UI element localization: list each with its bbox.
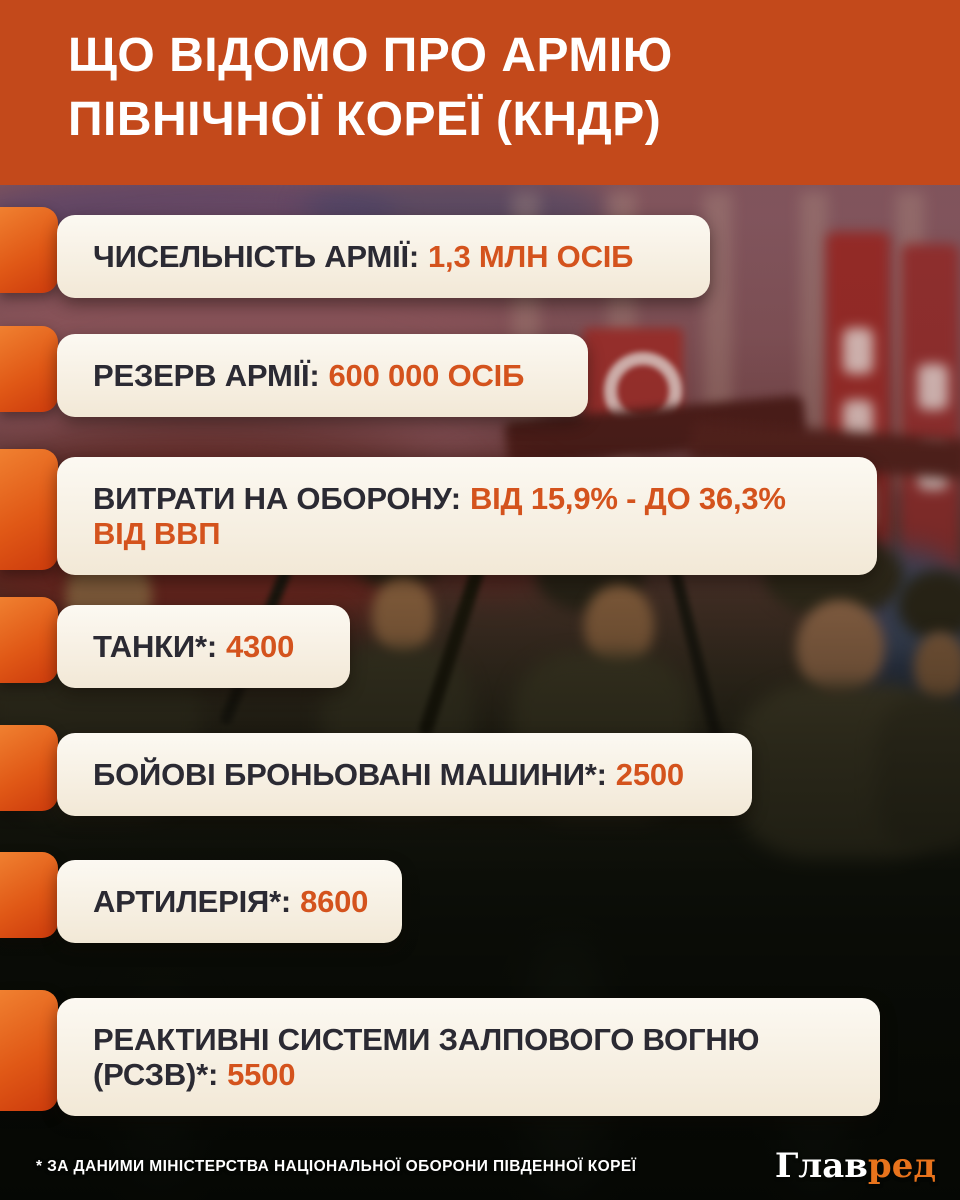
- stat-label: ВИТРАТИ НА ОБОРОНУ:: [93, 481, 461, 516]
- glavred-logo: Главред: [775, 1146, 936, 1186]
- stat-label: АРТИЛЕРІЯ*:: [93, 884, 292, 919]
- stat-card: БОЙОВІ БРОНЬОВАНІ МАШИНИ*: 2500: [57, 733, 752, 816]
- stat-label: ЧИСЕЛЬНІСТЬ АРМІЇ:: [93, 239, 419, 274]
- stat-value: 4300: [225, 629, 295, 664]
- stat-row-reserve: РЕЗЕРВ АРМІЇ: 600 000 ОСІБ: [0, 326, 588, 417]
- stat-row-armored-vehicles: БОЙОВІ БРОНЬОВАНІ МАШИНИ*: 2500: [0, 725, 752, 816]
- stat-label: РЕЗЕРВ АРМІЇ:: [93, 358, 320, 393]
- stat-value: 5500: [227, 1057, 296, 1092]
- soldier-body: [876, 696, 960, 851]
- stat-card: РЕЗЕРВ АРМІЇ: 600 000 ОСІБ: [57, 334, 588, 417]
- header: ЩО ВІДОМО ПРО АРМІЮ ПІВНІЧНОЇ КОРЕЇ (КНД…: [0, 0, 960, 185]
- stat-row-army-size: ЧИСЕЛЬНІСТЬ АРМІЇ: 1,3 МЛН ОСІБ: [0, 207, 710, 298]
- stat-label: ТАНКИ*:: [93, 629, 217, 664]
- soldier-face: [796, 600, 884, 696]
- stat-card: АРТИЛЕРІЯ*: 8600: [57, 860, 402, 943]
- logo-part-orange: ред: [867, 1146, 936, 1186]
- soldier-face: [914, 632, 960, 702]
- stat-card: ЧИСЕЛЬНІСТЬ АРМІЇ: 1,3 МЛН ОСІБ: [57, 215, 710, 298]
- source-footnote: * ЗА ДАНИМИ МІНІСТЕРСТВА НАЦІОНАЛЬНОЇ ОБ…: [36, 1158, 637, 1175]
- stat-value: 2500: [615, 757, 684, 792]
- stat-value: 1,3 МЛН ОСІБ: [427, 239, 634, 274]
- logo-part-white: Глав: [774, 1146, 868, 1186]
- page-title: ЩО ВІДОМО ПРО АРМІЮ ПІВНІЧНОЇ КОРЕЇ (КНД…: [68, 29, 673, 146]
- stat-label: РЕАКТИВНІ СИСТЕМИ ЗАЛПОВОГО ВОГНЮ (РСЗВ)…: [93, 1022, 760, 1092]
- row-accent-tab: [0, 852, 58, 938]
- row-accent-tab: [0, 449, 58, 570]
- stat-row-mlrs: РЕАКТИВНІ СИСТЕМИ ЗАЛПОВОГО ВОГНЮ (РСЗВ)…: [0, 990, 880, 1116]
- row-accent-tab: [0, 597, 58, 683]
- stat-value: ВІД 15,9% - ДО 36,3% ВІД ВВП: [93, 481, 786, 551]
- stat-row-artillery: АРТИЛЕРІЯ*: 8600: [0, 852, 402, 943]
- row-accent-tab: [0, 207, 58, 293]
- row-accent-tab: [0, 725, 58, 811]
- banner-glyph: [918, 364, 948, 410]
- banner-glyph: [843, 328, 873, 374]
- row-accent-tab: [0, 990, 58, 1111]
- stat-card: ТАНКИ*: 4300: [57, 605, 350, 688]
- stat-label: БОЙОВІ БРОНЬОВАНІ МАШИНИ*:: [93, 757, 607, 792]
- stat-value: 600 000 ОСІБ: [328, 358, 525, 393]
- stat-row-tanks: ТАНКИ*: 4300: [0, 597, 350, 688]
- soldier-face: [372, 576, 434, 656]
- stat-card: РЕАКТИВНІ СИСТЕМИ ЗАЛПОВОГО ВОГНЮ (РСЗВ)…: [57, 998, 880, 1116]
- stat-card: ВИТРАТИ НА ОБОРОНУ: ВІД 15,9% - ДО 36,3% …: [57, 457, 877, 575]
- stat-value: 8600: [300, 884, 369, 919]
- row-accent-tab: [0, 326, 58, 412]
- stat-row-defense-spending: ВИТРАТИ НА ОБОРОНУ: ВІД 15,9% - ДО 36,3% …: [0, 449, 877, 575]
- bg-red-banner: [901, 244, 959, 576]
